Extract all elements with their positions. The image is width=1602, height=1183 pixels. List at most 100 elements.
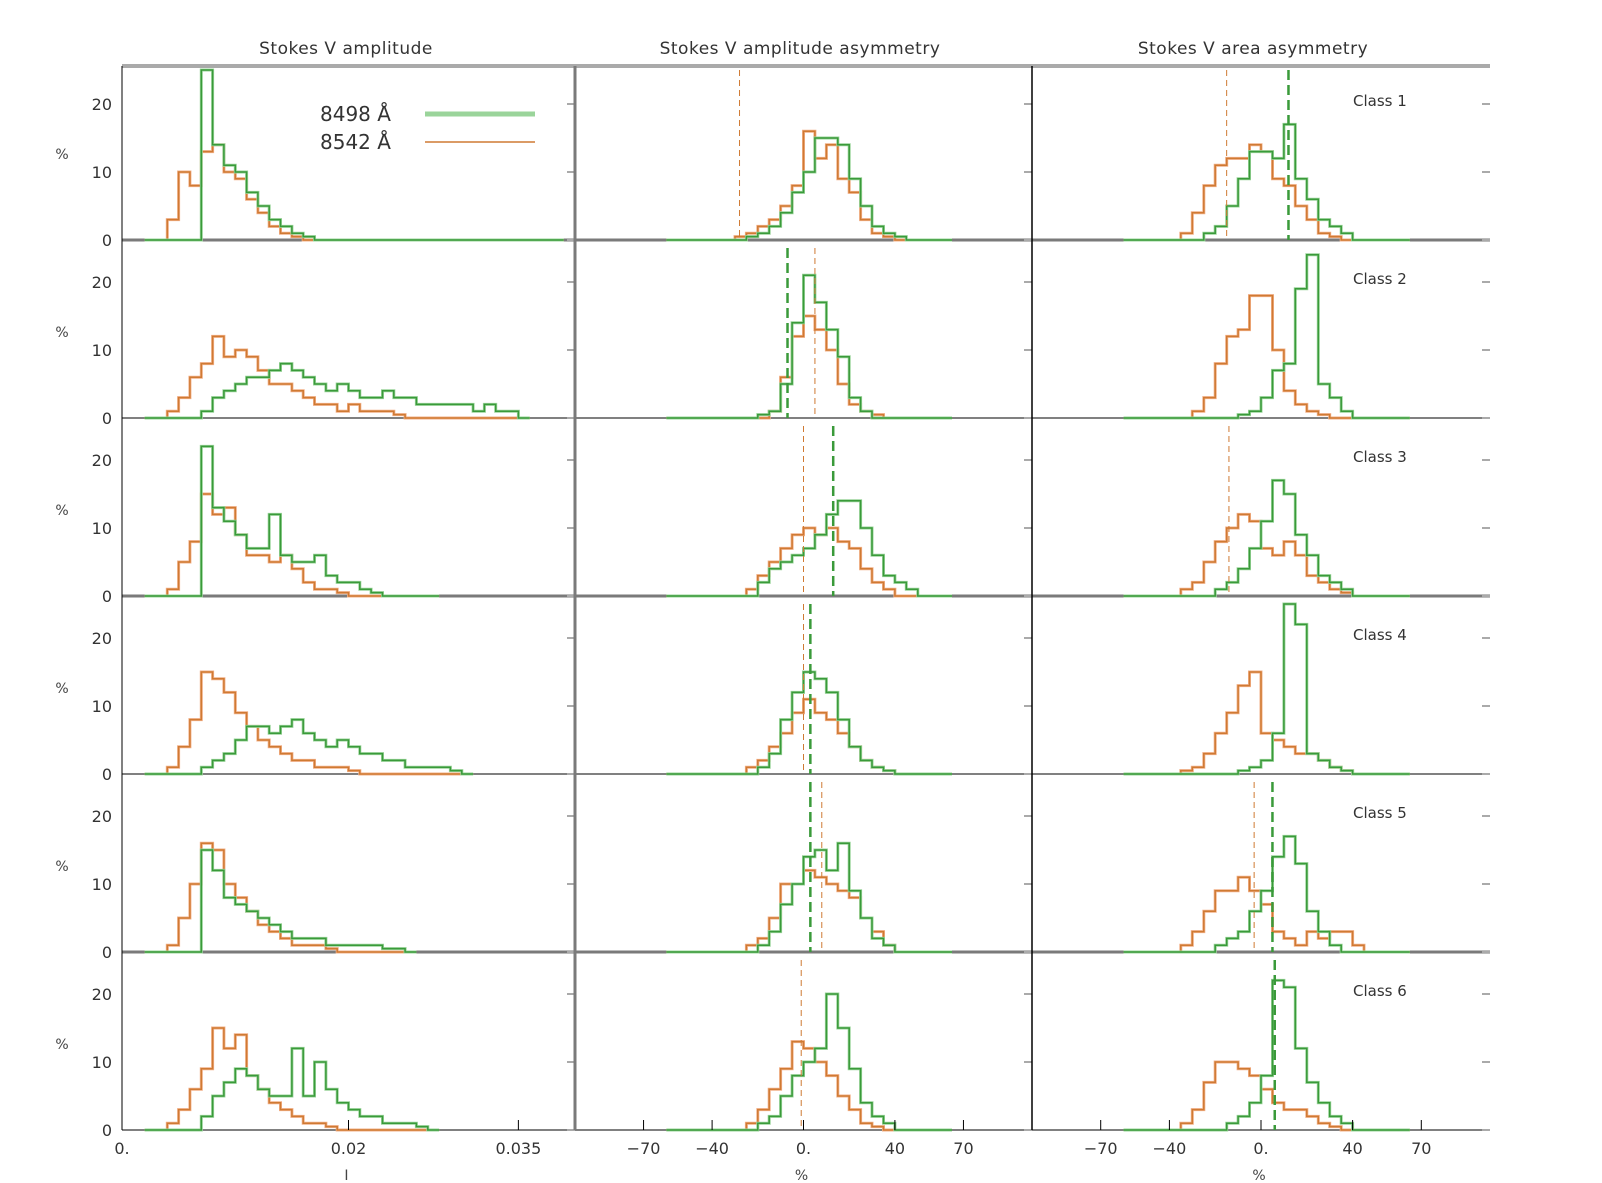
series-8498-underlay <box>666 273 952 420</box>
histogram-panel <box>575 604 1032 776</box>
y-tick-label: 0 <box>102 587 112 606</box>
y-axis-label: % <box>55 503 68 519</box>
series-8542-histogram <box>144 144 564 241</box>
series-8498-underlay <box>1123 122 1410 242</box>
series-8498-underlay <box>666 136 952 242</box>
histogram-panel <box>122 444 575 598</box>
series-8498-histogram <box>1123 123 1410 241</box>
series-8498-histogram <box>144 849 417 953</box>
histogram-panel <box>575 248 1032 420</box>
series-8542-histogram <box>144 671 474 775</box>
histogram-panel <box>1032 253 1490 420</box>
series-8498-histogram <box>144 718 474 775</box>
histogram-panel <box>575 426 1032 598</box>
series-8542-histogram <box>1123 671 1410 775</box>
class-label: Class 4 <box>1353 626 1407 644</box>
series-8542-underlay <box>1123 1060 1410 1132</box>
series-8498-underlay <box>144 718 474 776</box>
histogram-panel <box>122 637 575 776</box>
x-axis-label: % <box>1252 1168 1265 1183</box>
y-tick-label: 10 <box>92 341 112 360</box>
x-tick-label: 0. <box>1253 1139 1268 1158</box>
series-8542-underlay <box>144 143 564 242</box>
y-tick-label: 20 <box>92 985 112 1004</box>
x-tick-label: 40 <box>885 1139 905 1158</box>
histogram-panel <box>575 70 1032 242</box>
histogram-panel <box>1032 782 1490 954</box>
y-axis-label: % <box>55 325 68 341</box>
series-8542-histogram <box>1123 144 1410 241</box>
y-tick-label: 0 <box>102 765 112 784</box>
class-label: Class 3 <box>1353 448 1407 466</box>
histogram-panel <box>122 815 575 954</box>
column-title-amplitude-asymmetry: Stokes V amplitude asymmetry <box>660 39 941 59</box>
x-tick-label: 70 <box>1411 1139 1431 1158</box>
column-title-amplitude: Stokes V amplitude <box>259 39 433 59</box>
x-tick-label: 70 <box>953 1139 973 1158</box>
series-8498-histogram <box>144 362 530 419</box>
histogram-panel <box>1032 70 1490 242</box>
series-8498-underlay <box>1123 978 1410 1132</box>
y-tick-label: 0 <box>102 1121 112 1140</box>
legend-label-8542: 8542 Å <box>320 130 391 154</box>
series-8542-histogram <box>144 493 440 597</box>
series-8498-histogram <box>1123 479 1410 597</box>
series-8498-histogram <box>666 500 952 597</box>
series-8542-underlay <box>666 314 952 420</box>
x-tick-label: 0.035 <box>495 1139 541 1158</box>
series-8542-underlay <box>666 129 952 242</box>
x-tick-label: −40 <box>1153 1139 1187 1158</box>
histogram-row-3: 0 10 20% Class 3 <box>55 426 1490 606</box>
series-8498-histogram <box>666 274 952 419</box>
histogram-panel <box>1032 602 1490 776</box>
histogram-row-4: 0 10 20% Class 4 <box>55 602 1490 784</box>
legend: 8498 Å 8542 Å <box>320 102 535 154</box>
x-tick-label: −70 <box>1084 1139 1118 1158</box>
series-8542-underlay <box>1123 670 1410 776</box>
series-8542-histogram <box>1123 1061 1410 1131</box>
series-8542-histogram <box>666 1040 952 1131</box>
series-8498-histogram <box>666 671 952 775</box>
y-axis-label: % <box>55 681 68 697</box>
y-axis-label: % <box>55 147 68 163</box>
x-axes: 0. 0.02 0.035 I −70 −40 0. 40 70% −70 −40 0. 40 70% <box>114 1120 1431 1183</box>
y-tick-label: 20 <box>92 807 112 826</box>
series-8498-histogram <box>1123 254 1410 419</box>
series-8542-underlay <box>1123 294 1410 420</box>
series-8542-histogram <box>1123 294 1410 419</box>
histogram-row-1: 0 10 20% Class 1 <box>55 68 1490 250</box>
series-8542-histogram <box>666 527 952 597</box>
column-title-area-asymmetry: Stokes V area asymmetry <box>1138 39 1368 59</box>
series-8542-underlay <box>1123 512 1410 598</box>
y-tick-label: 0 <box>102 231 112 250</box>
y-tick-label: 10 <box>92 875 112 894</box>
x-tick-label: −70 <box>627 1139 661 1158</box>
x-axis-label: I <box>344 1168 348 1183</box>
series-8542-underlay <box>666 1040 952 1132</box>
histogram-panel <box>122 993 575 1132</box>
class-label: Class 1 <box>1353 92 1407 110</box>
class-label: Class 5 <box>1353 804 1407 822</box>
series-8498-underlay <box>144 444 440 598</box>
series-8498-histogram <box>1123 979 1410 1131</box>
series-8498-underlay <box>1123 834 1410 954</box>
series-8498-histogram <box>144 1047 440 1131</box>
series-8542-histogram <box>144 335 530 419</box>
x-tick-label: 0.02 <box>331 1139 367 1158</box>
series-8498-histogram <box>1123 603 1410 775</box>
histogram-panel <box>575 782 1032 954</box>
y-tick-label: 10 <box>92 163 112 182</box>
series-8498-underlay <box>144 68 564 242</box>
series-8498-underlay <box>1123 478 1410 598</box>
histogram-row-6: 0 10 20% Class 6 <box>55 960 1490 1140</box>
histogram-panel <box>1032 426 1490 598</box>
series-8498-histogram <box>666 137 952 241</box>
series-8542-underlay <box>1123 143 1410 242</box>
series-8498-histogram <box>666 993 952 1131</box>
y-axis-label: % <box>55 1037 68 1053</box>
y-tick-label: 10 <box>92 697 112 716</box>
x-tick-label: 0. <box>796 1139 811 1158</box>
series-8542-histogram <box>666 130 952 241</box>
